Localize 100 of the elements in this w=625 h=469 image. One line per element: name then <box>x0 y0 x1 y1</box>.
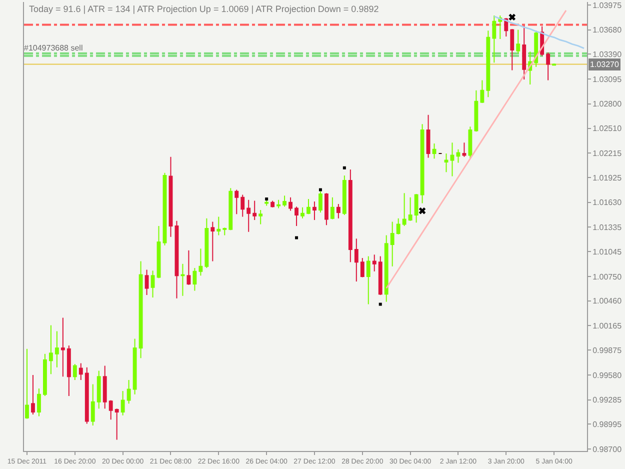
candlestick <box>480 80 484 104</box>
candlestick <box>426 114 430 158</box>
line-series <box>493 16 585 50</box>
candlestick <box>138 260 143 359</box>
point <box>318 188 322 192</box>
y-tick-label: 1.03975 <box>592 0 622 10</box>
candlestick <box>432 142 436 160</box>
candlestick <box>150 270 155 298</box>
candlestick <box>72 364 77 381</box>
point <box>342 166 346 170</box>
candlestick <box>444 153 448 173</box>
y-tick-label: 1.03390 <box>592 50 622 59</box>
candlestick <box>486 30 490 98</box>
candlestick <box>48 324 53 375</box>
candlestick <box>186 250 191 286</box>
candlestick <box>37 388 41 417</box>
candlestick <box>282 195 286 208</box>
candlestick <box>396 218 400 235</box>
y-tick-label: 1.00165 <box>592 322 622 331</box>
candlestick <box>228 188 233 231</box>
candlestick <box>546 52 550 81</box>
candlestick <box>408 196 412 222</box>
candlestick <box>78 362 83 381</box>
candlestick <box>31 374 35 416</box>
candlestick <box>324 192 328 226</box>
y-tick-label: 1.02510 <box>592 124 622 134</box>
candlestick <box>54 330 59 368</box>
candlestick <box>402 192 406 226</box>
candlestick <box>462 142 466 158</box>
y-tick-label: 1.02215 <box>592 148 622 158</box>
candlestick <box>234 189 239 215</box>
candlestick <box>156 225 161 279</box>
candlestick <box>252 200 257 221</box>
candlestick <box>264 198 269 206</box>
y-tick-label: 0.99285 <box>592 396 622 405</box>
candlestick <box>102 365 107 410</box>
candlestick <box>120 390 125 416</box>
candlestick <box>132 338 137 395</box>
candlestick <box>192 268 197 292</box>
y-tick-label: 0.99580 <box>592 370 622 380</box>
annotation: Today = 91.6 | ATR = 134 | ATR Projection Up = 1.0069 | ATR Projection Down = 0.9892 <box>29 4 379 14</box>
candlestick <box>534 30 538 68</box>
y-tick-label: 0.98700 <box>592 444 622 454</box>
candlestick <box>348 169 352 263</box>
candlestick <box>204 218 209 269</box>
candlestick <box>372 254 376 272</box>
candlestick <box>414 193 418 224</box>
candlestick <box>66 345 71 397</box>
ref-line-label: 1.03270 <box>590 60 620 69</box>
point <box>508 14 516 21</box>
candlestick <box>84 366 89 424</box>
candlestick <box>420 124 424 204</box>
candlestick <box>468 126 472 160</box>
candlestick <box>390 221 394 267</box>
candlestick <box>300 206 304 219</box>
candlestick <box>516 29 520 54</box>
point <box>265 198 268 201</box>
y-tick-label: 1.01925 <box>592 173 622 182</box>
candlestick <box>216 216 221 236</box>
candlestick <box>294 206 298 226</box>
candlestick <box>456 148 460 164</box>
candlestick <box>474 90 478 132</box>
y-tick-label: 1.03095 <box>592 74 622 84</box>
candlestick <box>60 317 65 378</box>
candlestick <box>198 248 203 276</box>
candlestick <box>222 227 227 236</box>
point <box>418 207 426 214</box>
y-tick-label: 0.98995 <box>592 420 622 430</box>
candlestick <box>306 198 310 215</box>
candlestick <box>162 172 167 246</box>
y-tick-label: 1.00460 <box>592 296 622 306</box>
candlestick <box>360 257 364 278</box>
candlestick <box>288 196 292 212</box>
y-tick-label: 1.00750 <box>592 272 622 282</box>
candlestick <box>210 221 215 262</box>
candlestick <box>312 201 316 221</box>
y-tick-label: 1.01335 <box>592 223 622 232</box>
y-tick-label: 0.99875 <box>592 346 622 355</box>
candlestick <box>90 384 95 426</box>
candlestick <box>168 156 173 238</box>
candlestick <box>354 238 358 282</box>
candlestick <box>378 256 382 296</box>
y-tick-label: 1.02800 <box>592 100 622 109</box>
candlestick <box>43 353 47 397</box>
candlestick <box>270 200 275 208</box>
candlestick <box>492 14 496 64</box>
candlestick <box>366 256 370 305</box>
candlestick <box>342 174 346 216</box>
candlestick <box>108 400 113 420</box>
point <box>295 236 298 240</box>
candlestick <box>336 204 340 219</box>
candlestick <box>174 220 179 299</box>
candlestick <box>180 263 185 296</box>
candlestick <box>240 194 245 218</box>
candlestick <box>522 25 526 80</box>
point <box>378 302 382 306</box>
candlestick <box>126 380 131 404</box>
candlestick <box>510 28 514 71</box>
candlestick <box>276 199 281 209</box>
ref-line-label: #104973688 sell <box>24 43 83 52</box>
